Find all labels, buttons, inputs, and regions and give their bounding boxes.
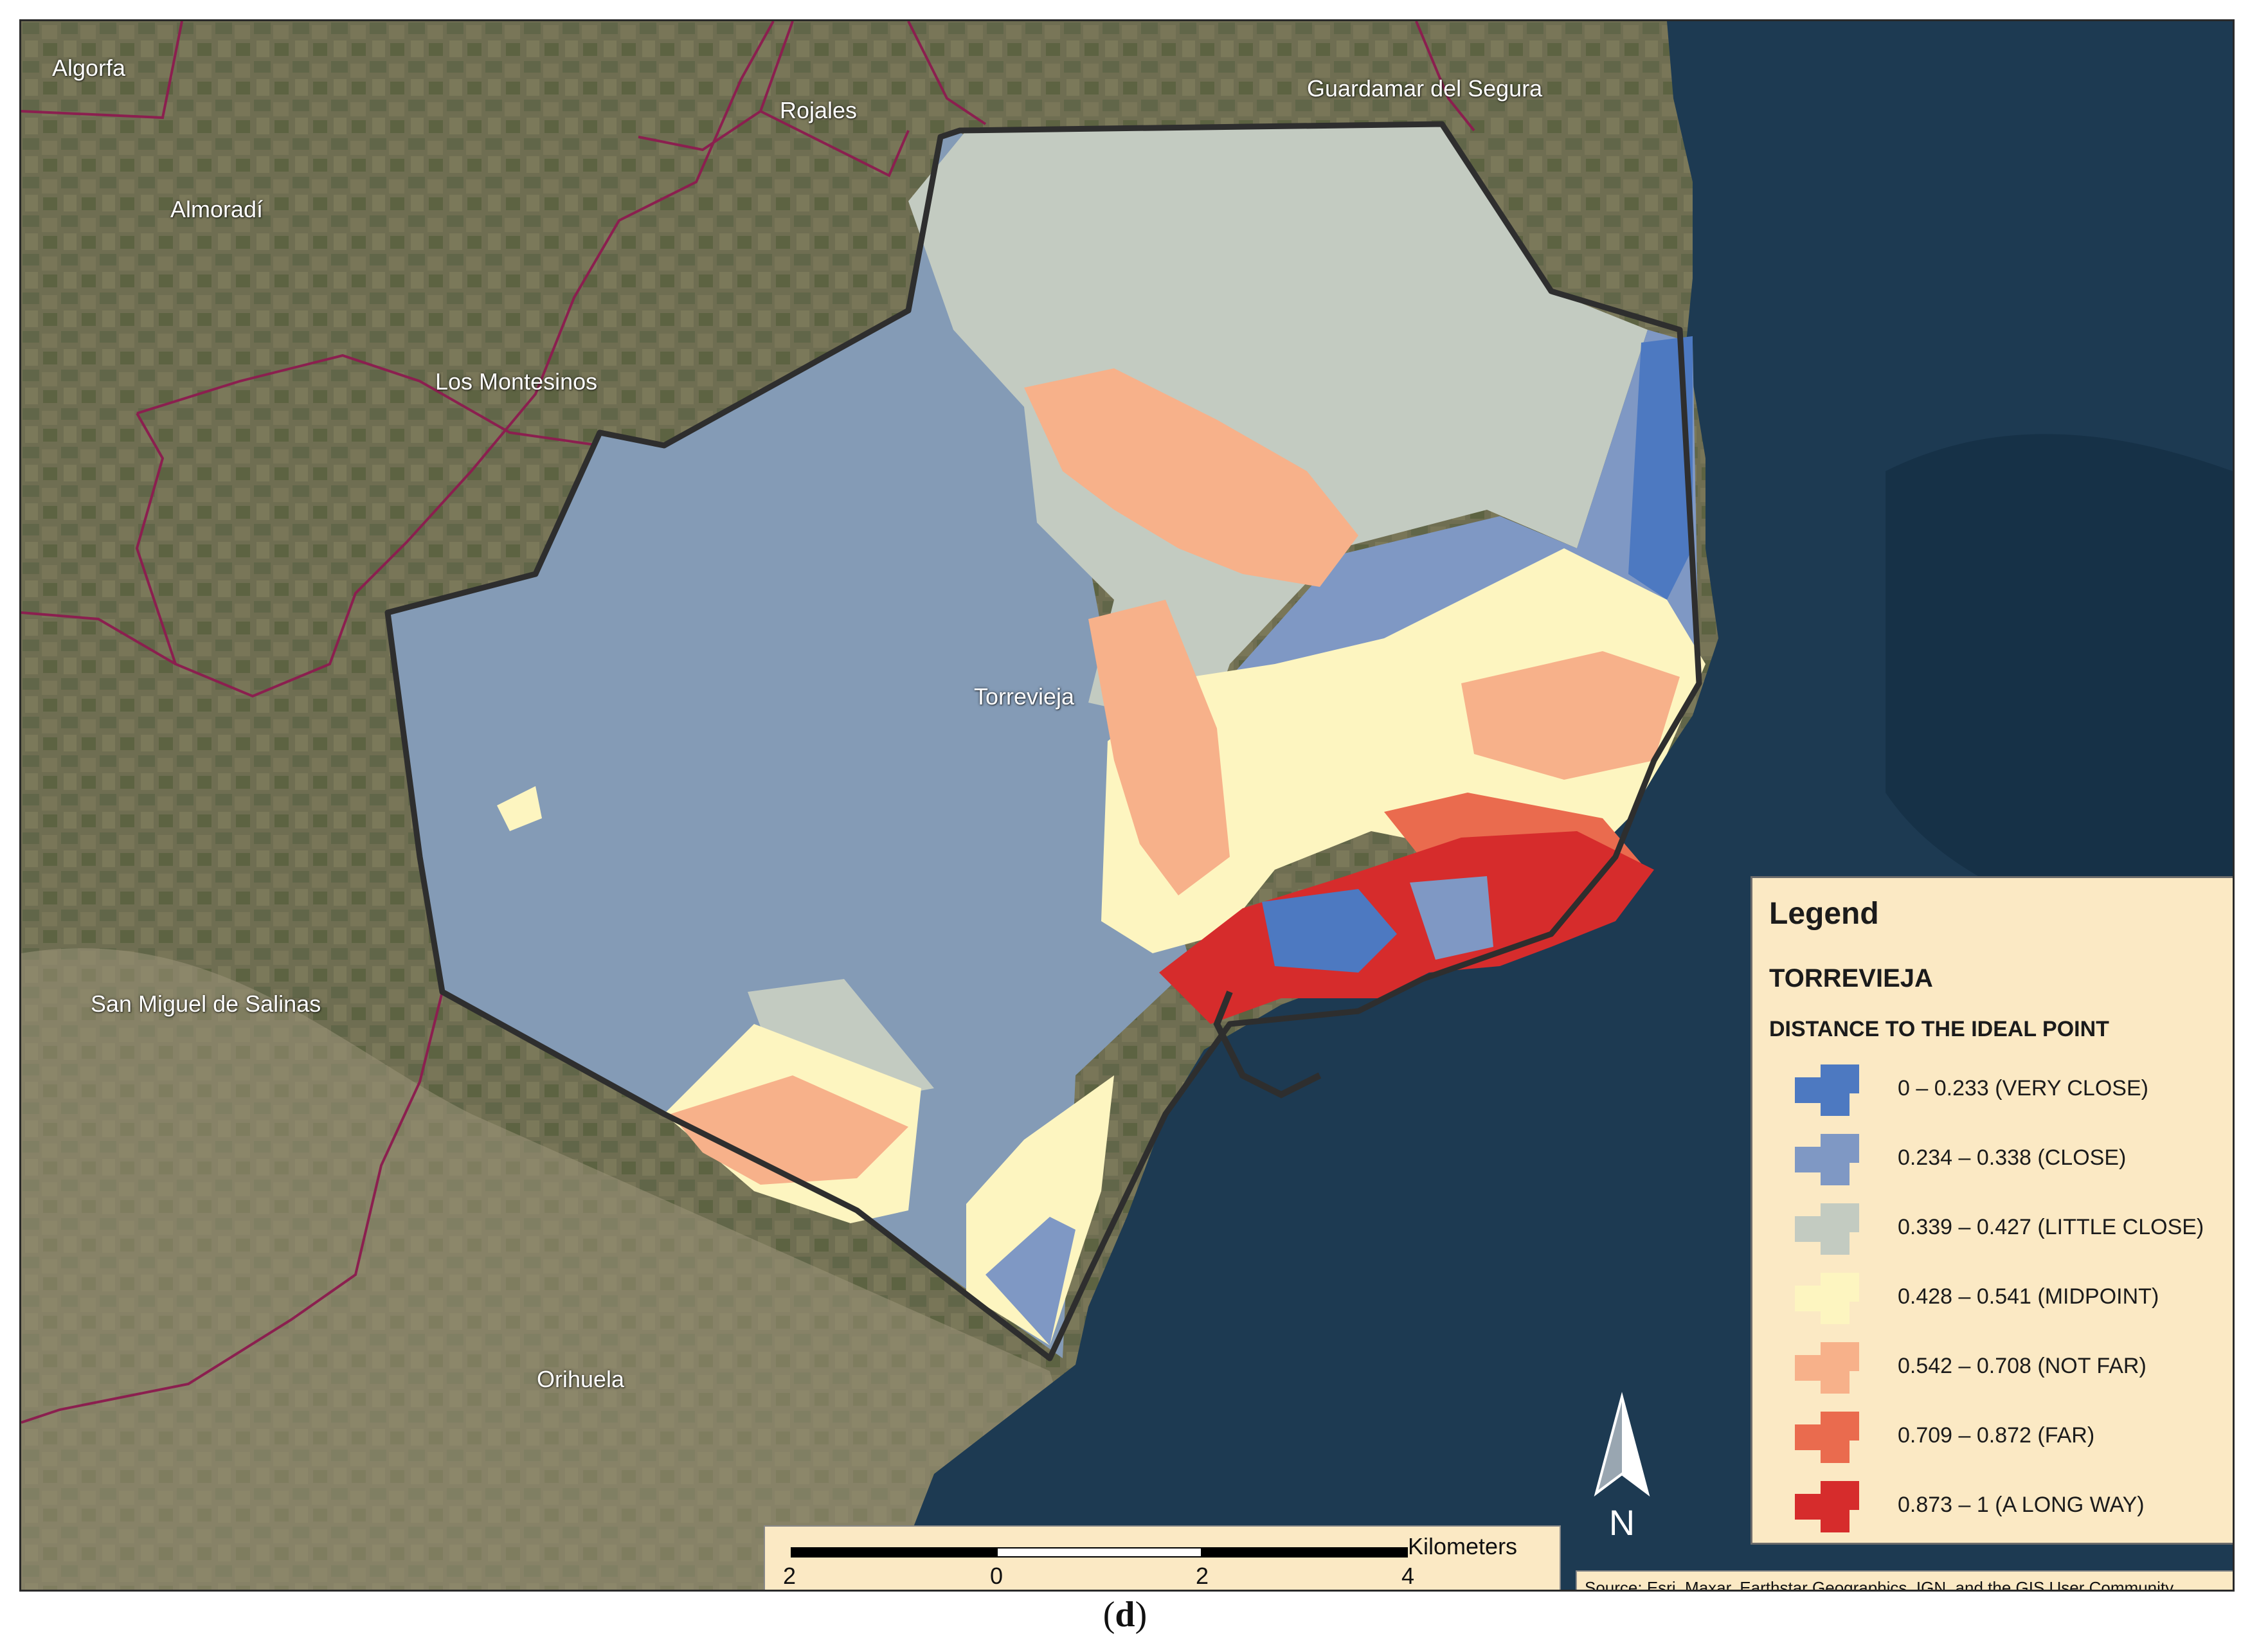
scale-tick-label: 2: [783, 1563, 797, 1589]
legend-label: 0.428 – 0.541 (MIDPOINT): [1898, 1284, 2159, 1309]
scale-tick-label: 4: [1401, 1563, 1415, 1589]
place-guardamar: Guardamar del Segura: [1307, 75, 1543, 102]
long-way-zone: [1159, 831, 1654, 1024]
close-core: [1410, 876, 1493, 960]
north-arrow: N: [1590, 1390, 1654, 1545]
north-arrow-icon: N: [1594, 1392, 1650, 1543]
legend-swatch: [1795, 1064, 1859, 1116]
legend-label: 0.709 – 0.872 (FAR): [1898, 1423, 2095, 1448]
legend-item: 0.873 – 1 (A LONG WAY): [1769, 1476, 2232, 1534]
source-attribution: Source: Esri, Maxar, Earthstar Geographi…: [1576, 1570, 2233, 1590]
place-torrevieja: Torrevieja: [974, 683, 1075, 710]
legend-swatch: [1795, 1203, 1859, 1255]
place-san-miguel: San Miguel de Salinas: [91, 991, 321, 1017]
legend-swatch: [1795, 1342, 1859, 1394]
legend-panel: Legend TORREVIEJA DISTANCE TO THE IDEAL …: [1751, 876, 2233, 1545]
legend-item: 0 – 0.233 (VERY CLOSE): [1769, 1059, 2232, 1117]
legend-swatch: [1795, 1412, 1859, 1463]
legend-label: 0.873 – 1 (A LONG WAY): [1898, 1493, 2145, 1517]
scale-tick-label: 2: [1196, 1563, 1209, 1589]
deep-sea: [1886, 434, 2233, 985]
not-far-zone-east: [1461, 651, 1680, 780]
close-zone-coast: [986, 1217, 1076, 1345]
legend-label: 0.234 – 0.338 (CLOSE): [1898, 1145, 2127, 1170]
caption-open: (: [1102, 1595, 1115, 1635]
place-rojales: Rojales: [780, 97, 858, 123]
arid-zone: [21, 948, 1114, 1590]
caption-letter: d: [1115, 1595, 1135, 1635]
caption-close: ): [1135, 1595, 1148, 1635]
not-far-zone-south: [670, 1075, 908, 1185]
study-area-boundary: [384, 121, 1702, 1361]
legend-label: 0 – 0.233 (VERY CLOSE): [1898, 1076, 2148, 1100]
figure-caption: (d): [0, 1594, 2250, 1635]
legend-item: 0.234 – 0.338 (CLOSE): [1769, 1129, 2232, 1187]
very-close-zone: [1628, 336, 1693, 600]
map-frame[interactable]: Algorfa Rojales Guardamar del Segura Alm…: [19, 19, 2235, 1592]
legend-title: Legend: [1769, 897, 1879, 931]
scale-tick-label: 0: [990, 1563, 1004, 1589]
scale-bar-segment: [1202, 1547, 1408, 1558]
place-orihuela: Orihuela: [537, 1366, 625, 1392]
legend-item: 0.709 – 0.872 (FAR): [1769, 1406, 2232, 1464]
legend-swatch: [1795, 1273, 1859, 1324]
legend-swatch: [1795, 1481, 1859, 1532]
harbour-breakwater: [1213, 991, 1322, 1099]
scale-bar: 2 0 2 4 Kilometers: [764, 1525, 1561, 1590]
scale-bar-segment: [791, 1547, 996, 1558]
place-montesinos: Los Montesinos: [435, 368, 598, 395]
north-label: N: [1609, 1502, 1635, 1543]
legend-field-name: DISTANCE TO THE IDEAL POINT: [1769, 1017, 2109, 1041]
legend-label: 0.542 – 0.708 (NOT FAR): [1898, 1354, 2146, 1378]
legend-item: 0.428 – 0.541 (MIDPOINT): [1769, 1268, 2232, 1325]
scale-unit-label: Kilometers: [1408, 1533, 1518, 1559]
not-far-zone-north: [1024, 368, 1358, 587]
midpoint-patch: [497, 786, 542, 831]
legend-layer-name: TORREVIEJA: [1769, 964, 1933, 992]
not-far-zone-west: [1088, 600, 1230, 895]
place-algorfa: Algorfa: [52, 55, 126, 81]
lagoon: [388, 130, 1191, 1358]
scale-bar-segment: [996, 1547, 1202, 1558]
legend-item: 0.542 – 0.708 (NOT FAR): [1769, 1337, 2232, 1395]
legend-label: 0.339 – 0.427 (LITTLE CLOSE): [1898, 1215, 2204, 1239]
legend-item: 0.339 – 0.427 (LITTLE CLOSE): [1769, 1198, 2232, 1256]
place-almoradi: Almoradí: [170, 196, 264, 222]
very-close-core: [1262, 889, 1397, 973]
legend-swatch: [1795, 1134, 1859, 1185]
